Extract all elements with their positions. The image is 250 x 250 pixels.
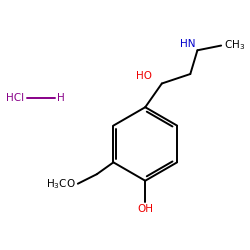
Text: HN: HN [180,39,195,49]
Text: H: H [58,93,65,103]
Text: H$_3$CO: H$_3$CO [46,177,76,190]
Text: HO: HO [136,71,152,81]
Text: CH$_3$: CH$_3$ [224,39,245,52]
Text: HCl: HCl [6,93,24,103]
Text: OH: OH [137,204,153,214]
